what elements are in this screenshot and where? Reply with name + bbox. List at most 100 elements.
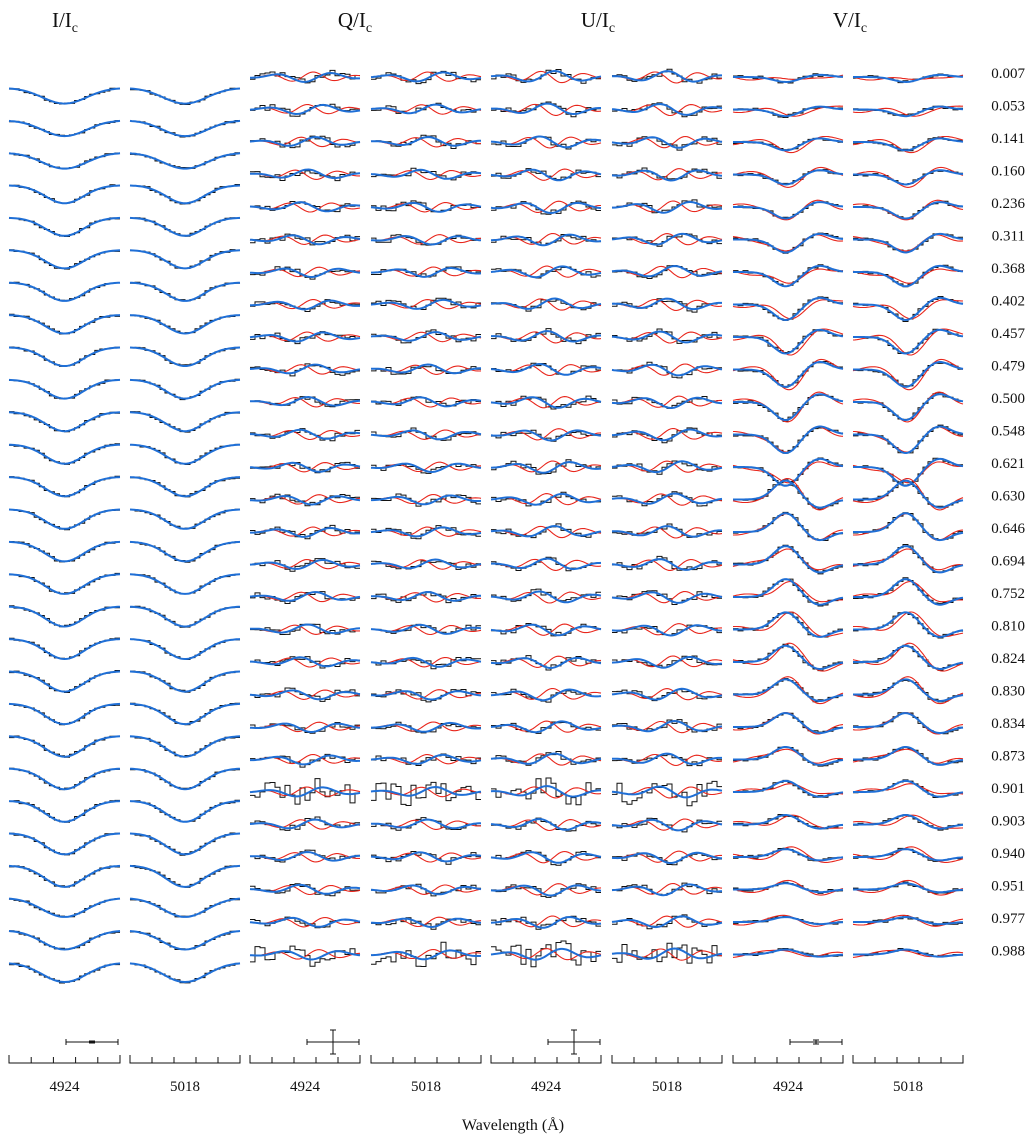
model-profile-red (249, 819, 361, 830)
phase-label: 0.646 (991, 521, 1025, 537)
model-profile-blue (853, 137, 964, 152)
observed-profile (612, 298, 722, 313)
model-profile-blue (8, 152, 121, 170)
model-profile-blue (129, 702, 241, 726)
model-profile-blue (733, 545, 844, 574)
model-profile-blue (733, 169, 844, 186)
model-profile-blue (490, 720, 602, 734)
model-profile-blue (370, 71, 482, 83)
model-profile-blue (129, 119, 241, 138)
model-profile-blue (490, 524, 602, 538)
model-profile-red (852, 358, 964, 391)
model-profile-blue (733, 425, 844, 455)
model-profile-blue (8, 638, 121, 661)
model-profile-blue (129, 314, 241, 335)
observed-profile (250, 778, 360, 805)
model-profile-blue (490, 785, 601, 798)
error-bar (65, 1039, 119, 1045)
observed-profile (853, 392, 963, 420)
model-profile-blue (129, 930, 241, 951)
model-profile-blue (853, 882, 964, 894)
model-profile-blue (490, 297, 602, 310)
model-profile-blue (611, 719, 723, 733)
model-profile-blue (129, 152, 241, 170)
observed-profile (612, 427, 722, 444)
model-profile-blue (733, 644, 844, 670)
model-profile-blue (733, 678, 844, 702)
observed-profile (130, 639, 240, 660)
model-profile-blue (491, 102, 601, 116)
observed-profile (371, 917, 481, 930)
model-profile-blue (733, 611, 844, 638)
model-profile-blue (249, 786, 361, 798)
observed-profile (371, 689, 481, 703)
model-profile-blue (129, 411, 241, 433)
model-profile-red (370, 689, 482, 700)
model-profile-blue (8, 670, 121, 693)
model-profile-blue (853, 915, 964, 926)
phase-label: 0.977 (991, 911, 1025, 927)
model-profile-blue (611, 851, 723, 865)
model-profile-blue (733, 137, 844, 152)
model-profile-red (852, 748, 964, 764)
model-profile-red (852, 580, 963, 603)
model-profile-red (732, 949, 844, 958)
model-profile-blue (612, 525, 722, 538)
observed-profile (371, 297, 481, 310)
model-profile-blue (8, 249, 121, 270)
panel-titles: I/Ic Q/Ic U/Ic V/Ic (52, 8, 867, 36)
model-profile-blue (249, 883, 361, 895)
model-profile-blue (853, 578, 964, 606)
model-profile-blue (249, 363, 361, 375)
model-profile-blue (611, 492, 723, 505)
model-profile-blue (8, 800, 121, 823)
model-profile-blue (733, 328, 844, 355)
observed-profile (250, 170, 360, 182)
wavelength-axes: 4924 5018 4924 5018 4924 5018 4924 5018 (8, 1029, 964, 1095)
model-profile-blue (611, 460, 723, 474)
phase-label: 0.824 (991, 651, 1025, 667)
model-profile-blue (733, 264, 844, 288)
phase-label: 0.053 (991, 99, 1025, 115)
model-profile-blue (611, 687, 723, 701)
model-profile-blue (490, 947, 602, 961)
model-profile-blue (611, 396, 723, 410)
model-profile-red (852, 846, 964, 863)
model-profile-blue (611, 70, 722, 83)
model-profile-blue (370, 396, 482, 408)
model-profile-blue (611, 656, 723, 669)
phase-labels: 0.007 0.053 0.141 0.160 0.236 0.311 0.368 0.402… (991, 66, 1025, 960)
model-profile-red (490, 623, 602, 636)
model-profile-blue (490, 201, 602, 215)
model-profile-blue (611, 102, 723, 116)
model-profile-blue (249, 267, 361, 278)
model-profile-blue (490, 915, 602, 929)
x-tick-label: 5018 (170, 1079, 200, 1095)
model-profile-blue (853, 232, 964, 254)
phase-label: 0.903 (991, 814, 1025, 830)
model-profile-blue (611, 915, 723, 929)
model-profile-blue (733, 201, 844, 220)
phase-label: 0.141 (991, 131, 1025, 147)
model-profile-blue (490, 656, 602, 669)
model-profile-blue (370, 590, 481, 602)
observed-profile (853, 424, 963, 454)
observed-profile (733, 361, 843, 388)
observed-profile (612, 914, 722, 930)
model-profile-red (732, 611, 844, 638)
model-profile-blue (490, 396, 602, 409)
observed-profile (491, 491, 601, 507)
phase-label: 0.630 (991, 489, 1025, 505)
model-profile-red (370, 234, 482, 245)
model-profile-red (852, 328, 964, 356)
model-profile-blue (370, 656, 482, 668)
model-profile-red (370, 331, 482, 343)
model-profile-red (611, 590, 723, 604)
model-profile-blue (370, 235, 482, 246)
model-profile-blue (611, 558, 723, 571)
x-tick-label: 5018 (893, 1079, 923, 1095)
phase-label: 0.988 (991, 944, 1025, 960)
model-profile-blue (8, 216, 121, 237)
model-profile-blue (733, 457, 844, 487)
model-profile-blue (853, 948, 964, 958)
